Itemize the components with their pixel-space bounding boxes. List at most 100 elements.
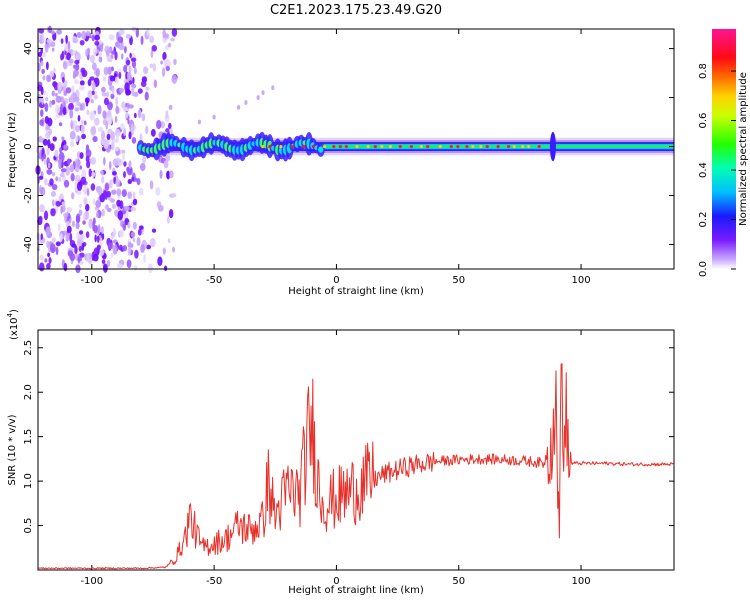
noise-speck [55, 241, 61, 247]
noise-speck [111, 233, 114, 240]
noise-speck [46, 240, 50, 248]
multiplier-prefix: (x10 [9, 317, 20, 340]
noise-speck [143, 254, 146, 263]
noise-speck [59, 172, 65, 178]
colorbar: 0.0 0.2 0.4 0.6 0.8 Normalized spectral ampl… [698, 29, 749, 277]
noise-speck [46, 168, 53, 175]
noise-speck [78, 230, 84, 235]
noise-speck [64, 213, 67, 223]
noise-speck [44, 178, 48, 186]
noise-speck [102, 75, 107, 82]
noise-speck [49, 70, 55, 78]
noise-speck [126, 71, 132, 80]
band-peak [279, 144, 283, 149]
noise-speck [52, 136, 57, 142]
spectrogram-frame [37, 28, 675, 270]
noise-speck [76, 31, 82, 39]
noise-speck [96, 235, 100, 243]
noise-speck [101, 259, 106, 264]
noise-speck [41, 51, 47, 58]
noise-speck [173, 58, 177, 66]
noise-speck [106, 133, 111, 141]
noise-speck [81, 169, 87, 179]
spectrogram-y-tick-label: 0 [23, 143, 34, 149]
noise-speck [99, 193, 106, 203]
noise-speck [162, 51, 167, 61]
noise-speck [170, 37, 175, 42]
noise-speck [114, 146, 119, 152]
noise-speck [70, 120, 74, 130]
noise-speck [244, 100, 248, 105]
noise-speck [53, 67, 56, 73]
noise-speck [169, 170, 174, 179]
colorbar-ticks: 0.0 0.2 0.4 0.6 0.8 [698, 63, 736, 277]
noise-speck [124, 112, 129, 119]
snr-x-tick-label: -50 [206, 576, 222, 587]
noise-speck [161, 67, 166, 77]
noise-speck [103, 66, 109, 76]
noise-speck [132, 237, 136, 243]
noise-speck [127, 221, 131, 229]
noise-speck [75, 53, 81, 61]
noise-speck [106, 260, 111, 267]
noise-speck [171, 193, 177, 198]
noise-speck [53, 82, 59, 91]
noise-speck [137, 228, 142, 236]
noise-speck [150, 237, 156, 248]
snr-frame [37, 329, 675, 571]
noise-speck [82, 220, 86, 225]
snr-x-label: Height of straight line (km) [288, 585, 424, 596]
spectrogram-signal-band [136, 131, 675, 162]
noise-speck [48, 256, 52, 264]
noise-speck [197, 119, 202, 125]
noise-speck [44, 115, 49, 124]
noise-speck [55, 200, 62, 207]
noise-speck [117, 36, 124, 43]
noise-speck [114, 128, 121, 137]
noise-speck [98, 56, 103, 63]
noise-speck [99, 237, 103, 248]
noise-speck [40, 233, 43, 241]
band-peak [438, 144, 442, 149]
noise-speck [171, 74, 178, 84]
noise-speck [144, 91, 149, 101]
noise-speck [42, 138, 48, 146]
noise-speck [39, 109, 44, 117]
noise-speck [138, 225, 144, 230]
noise-speck [128, 160, 132, 169]
noise-speck [128, 131, 132, 140]
svg-text:(x104): (x104) [6, 309, 20, 340]
noise-speck [101, 208, 105, 217]
noise-speck [69, 94, 76, 104]
noise-speck [108, 34, 115, 41]
noise-speck [75, 222, 80, 230]
noise-speck [165, 154, 171, 162]
band-peak [338, 144, 342, 149]
noise-speck [165, 65, 170, 72]
spectrogram-x-tick-label: -50 [206, 275, 222, 286]
snr-plot-area [38, 330, 674, 570]
snr-x-tick-label: 50 [452, 576, 465, 587]
noise-speck [126, 102, 130, 109]
noise-speck [56, 29, 63, 35]
noise-speck [85, 252, 92, 263]
noise-speck [92, 198, 96, 206]
noise-speck [69, 131, 76, 140]
noise-speck [68, 212, 71, 220]
noise-speck [73, 64, 76, 69]
noise-speck [123, 127, 126, 137]
colorbar-tick-label: 0.2 [698, 212, 709, 228]
noise-speck [105, 120, 108, 130]
noise-speck [109, 179, 113, 189]
noise-speck [69, 253, 76, 262]
noise-speck [57, 81, 63, 91]
noise-speck [55, 104, 61, 114]
noise-speck [110, 198, 115, 203]
noise-speck [95, 199, 102, 209]
noise-speck [134, 249, 139, 259]
noise-speck [105, 190, 111, 198]
noise-speck [96, 244, 101, 250]
noise-speck [121, 101, 126, 109]
noise-speck [62, 76, 65, 83]
noise-speck [256, 95, 260, 100]
